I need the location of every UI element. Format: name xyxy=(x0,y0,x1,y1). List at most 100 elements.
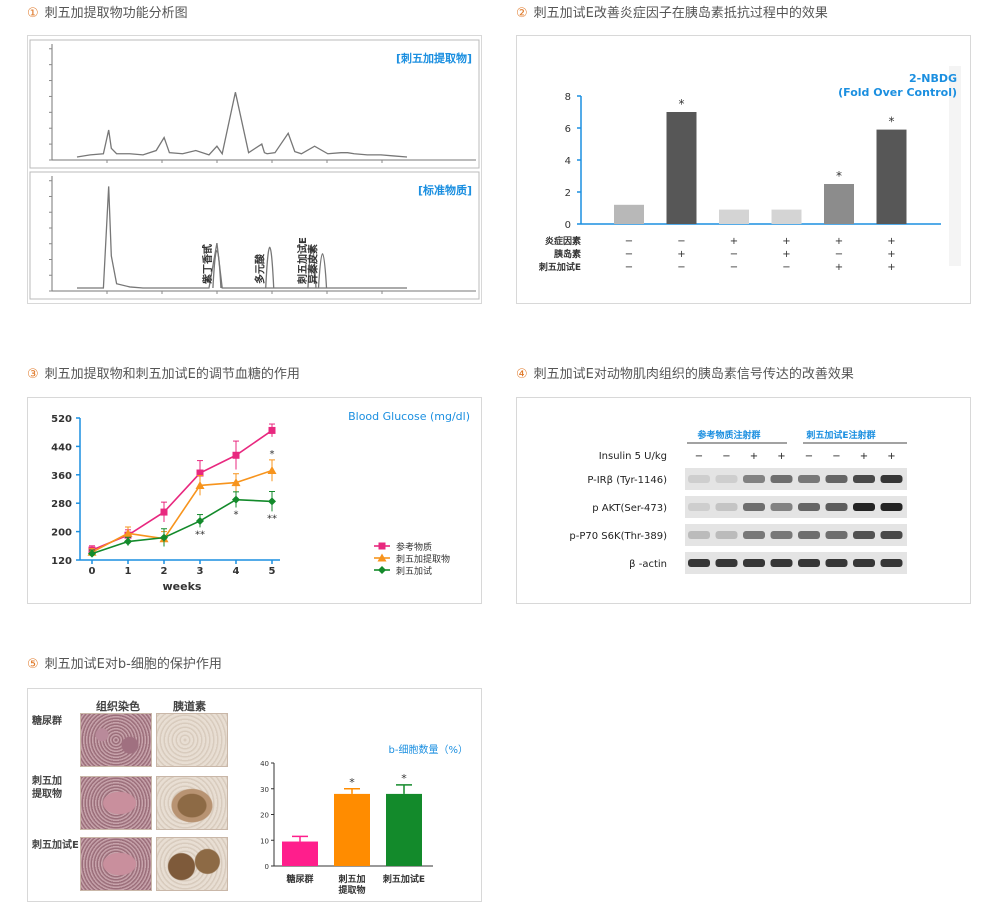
western-band xyxy=(715,531,738,539)
glucose-x-tick-label: 0 xyxy=(89,566,96,577)
glucose-point xyxy=(232,495,240,504)
nbdg-condition-mark: − xyxy=(782,262,790,273)
western-band xyxy=(798,475,820,483)
glucose-y-tick-label: 200 xyxy=(51,528,72,539)
betacell-y-tick-label: 40 xyxy=(260,760,269,768)
glucose-sig-label: ** xyxy=(195,529,205,540)
betacell-category-label: 糖尿群 xyxy=(286,873,313,885)
chromatogram-trace xyxy=(77,186,407,289)
western-insulin-mark: + xyxy=(777,451,785,462)
glucose-point xyxy=(268,426,276,434)
glucose-point xyxy=(378,566,386,574)
nbdg-condition-mark: − xyxy=(625,249,633,260)
glucose-sig-label: ** xyxy=(267,513,277,524)
western-band xyxy=(715,559,738,567)
betacell-panel: 组织染色 胰道素 糖尿群 刺五加 提取物 刺五加试E 0 10 20 30 40 b-细胞… xyxy=(27,688,482,902)
western-band xyxy=(688,559,710,567)
western-band xyxy=(743,531,765,539)
hist-row-label: 糖尿群 xyxy=(32,716,62,727)
nbdg-shade xyxy=(949,66,961,266)
nbdg-bar xyxy=(771,209,802,224)
glucose-point xyxy=(232,451,240,459)
western-insulin-mark: − xyxy=(722,451,730,462)
glucose-point xyxy=(195,480,205,489)
western-insulin-mark: + xyxy=(750,451,758,462)
western-band xyxy=(853,503,875,511)
chromatogram-panel-label: [刺五加提取物] xyxy=(396,51,472,65)
western-band xyxy=(770,503,793,511)
western-group-label: 参考物质注射群 xyxy=(697,429,760,441)
western-band xyxy=(880,559,903,567)
glucose-series-line xyxy=(91,429,273,551)
nbdg-condition-mark: − xyxy=(730,262,738,273)
glucose-panel: 120 200 280 360 440 520 0 1 2 3 4 5 weeks Blood Gluco… xyxy=(27,397,482,604)
glucose-title: Blood Glucose (mg/dl) xyxy=(348,410,470,423)
hist-col-header-insulin: 胰道素 xyxy=(173,700,206,713)
glucose-point xyxy=(268,497,276,506)
nbdg-subtitle: (Fold Over Control) xyxy=(838,86,957,99)
western-band xyxy=(770,531,793,539)
nbdg-condition-mark: − xyxy=(677,262,685,273)
glucose-y-tick-label: 120 xyxy=(51,556,72,567)
nbdg-condition-mark: − xyxy=(625,236,633,247)
histology-image xyxy=(156,776,228,830)
western-band xyxy=(743,559,765,567)
nbdg-condition-mark: − xyxy=(677,236,685,247)
betacell-y-tick-label: 30 xyxy=(260,786,269,794)
histology-image xyxy=(80,837,152,891)
nbdg-condition-mark: + xyxy=(677,249,685,260)
betacell-bar xyxy=(386,793,422,866)
chromatogram-peak xyxy=(212,250,222,289)
western-band-strip xyxy=(685,552,907,574)
nbdg-condition-mark: + xyxy=(835,262,843,273)
western-band xyxy=(825,475,848,483)
western-band xyxy=(880,475,903,483)
western-band xyxy=(853,475,875,483)
western-band xyxy=(688,475,710,483)
glucose-point xyxy=(231,478,241,487)
nbdg-y-tick-label: 2 xyxy=(565,188,571,199)
glucose-point xyxy=(160,533,168,542)
western-band xyxy=(825,559,848,567)
nbdg-condition-label: 炎症因素 xyxy=(545,235,581,247)
nbdg-chart: 0 2 4 6 8 2-NBDG(Fold Over Control) − − − * − + − + − −… xyxy=(538,66,961,273)
nbdg-title: 2-NBDG xyxy=(909,72,957,85)
betacell-y-tick-label: 0 xyxy=(265,863,269,871)
histology-image xyxy=(80,776,152,830)
glucose-x-tick-label: 1 xyxy=(125,566,132,577)
nbdg-y-tick-label: 8 xyxy=(565,92,571,103)
nbdg-condition-mark: + xyxy=(887,262,895,273)
western-band-strip xyxy=(685,468,907,490)
glucose-point xyxy=(123,528,133,537)
western-panel: 参考物质注射群 刺五加试E注射群 Insulin 5 U/kg − − + + − − + + P-I… xyxy=(516,397,971,604)
glucose-series-line xyxy=(91,469,273,553)
betacell-category-label: 刺五加试E xyxy=(382,873,425,885)
glucose-point xyxy=(196,469,204,477)
chromatogram-peak xyxy=(265,247,275,289)
glucose-point xyxy=(378,542,386,550)
western-band xyxy=(853,531,875,539)
section-title-5: ⑤ 刺五加试E对b-细胞的保护作用 xyxy=(27,657,222,672)
nbdg-y-tick-label: 6 xyxy=(565,124,571,135)
chromatogram-frame xyxy=(29,171,480,300)
chromatogram-frame xyxy=(29,39,480,169)
glucose-x-tick-label: 2 xyxy=(161,566,168,577)
western-band xyxy=(798,503,820,511)
glucose-y-tick-label: 360 xyxy=(51,471,72,482)
western-band xyxy=(770,475,793,483)
chromatogram-peak-label: 紫丁香甙 xyxy=(201,244,214,284)
western-band xyxy=(715,503,738,511)
western-band xyxy=(798,531,820,539)
glucose-y-tick-label: 280 xyxy=(51,499,72,510)
chromatogram-panel-label: [标准物质] xyxy=(418,183,472,197)
betacell-category-label: 刺五加提取物 xyxy=(337,873,365,896)
betacell-bar xyxy=(334,793,370,866)
nbdg-bar xyxy=(666,112,697,224)
western-band xyxy=(743,475,765,483)
betacell-bar xyxy=(282,841,318,866)
nbdg-sig-label: * xyxy=(679,97,685,111)
western-insulin-mark: − xyxy=(805,451,813,462)
chromatogram-peak-label: 异秦皮素 xyxy=(307,244,320,284)
nbdg-condition-mark: + xyxy=(835,236,843,247)
glucose-y-tick-label: 440 xyxy=(51,442,72,453)
